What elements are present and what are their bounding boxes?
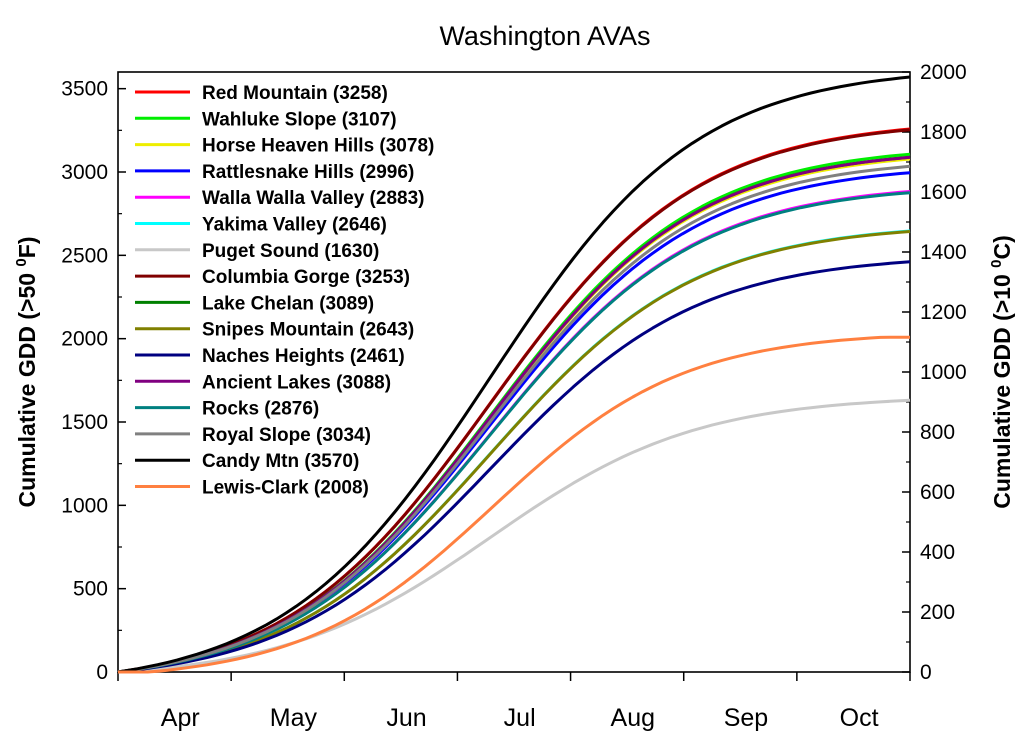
x-month-label: Aug (611, 704, 655, 732)
x-month-label: Oct (840, 704, 879, 732)
right-tick-label: 0 (920, 661, 932, 684)
right-tick-label: 1000 (920, 361, 967, 384)
right-tick-label: 600 (920, 481, 955, 504)
x-axis: Apr May Jun Jul Aug Sep Oct (117, 672, 911, 732)
right-axis-label: Cumulative GDD (>10 0C) (988, 235, 1015, 509)
series-line (118, 335, 910, 674)
legend-entry: Ancient Lakes (3088) (202, 372, 391, 393)
legend-entry: Walla Walla Valley (2883) (202, 188, 424, 209)
legend-entry: Naches Heights (2461) (202, 346, 405, 367)
legend-entry: Puget Sound (1630) (202, 241, 379, 262)
x-month-label: May (270, 704, 318, 732)
right-tick-label: 2000 (920, 61, 967, 84)
right-tick-label: 1200 (920, 301, 967, 324)
right-tick-label: 200 (920, 601, 955, 624)
x-month-label: Apr (161, 704, 200, 732)
series-line (117, 128, 911, 674)
left-tick-label: 3500 (61, 78, 108, 101)
legend-entry: Wahluke Slope (3107) (202, 109, 397, 130)
right-axis-label-sup: 0 (988, 260, 1005, 268)
left-y-axis: 0 500 1000 1500 2000 2500 3000 3500 (61, 78, 126, 684)
legend-entry: Snipes Mountain (2643) (202, 320, 414, 341)
left-axis-label-main: Cumulative GDD (>50 (14, 267, 40, 508)
series-line (117, 230, 911, 674)
left-axis-label: Cumulative GDD (>50 0F) (13, 237, 40, 508)
chart-title: Washington AVAs (439, 21, 650, 51)
legend: Red Mountain (3258) Wahluke Slope (3107) H… (135, 83, 434, 499)
right-axis-label-main: Cumulative GDD (>10 (989, 268, 1015, 509)
legend-entry: Candy Mtn (3570) (202, 451, 359, 472)
left-tick-label: 3000 (61, 161, 108, 184)
legend-entry: Lake Chelan (3089) (202, 293, 374, 314)
x-month-label: Sep (724, 704, 768, 732)
legend-entry: Red Mountain (3258) (202, 83, 388, 104)
legend-entry: Horse Heaven Hills (3078) (202, 136, 434, 157)
right-y-axis: 0 200 400 600 800 1000 1200 1400 1600 1800 2000 (902, 61, 967, 684)
left-tick-label: 2000 (61, 328, 108, 351)
left-axis-label-end: F) (14, 237, 40, 259)
right-tick-label: 800 (920, 421, 955, 444)
right-tick-label: 400 (920, 541, 955, 564)
left-tick-label: 1000 (61, 494, 108, 517)
left-tick-label: 2500 (61, 244, 108, 267)
left-tick-label: 0 (96, 661, 108, 684)
series-lines (117, 75, 911, 674)
right-axis-label-end: C) (989, 235, 1015, 259)
x-month-label: Jul (504, 704, 536, 732)
legend-entry: Yakima Valley (2646) (202, 215, 387, 236)
series-line (117, 164, 911, 674)
series-line (117, 398, 911, 674)
right-tick-label: 1400 (920, 241, 967, 264)
legend-entry: Rocks (2876) (202, 399, 319, 420)
series-line (117, 191, 911, 674)
series-line (117, 75, 911, 674)
left-axis-label-sup: 0 (13, 258, 30, 266)
left-tick-label: 500 (73, 578, 108, 601)
right-tick-label: 1800 (920, 121, 967, 144)
legend-entry: Lewis-Clark (2008) (202, 478, 369, 499)
x-month-label: Jun (386, 704, 426, 732)
left-tick-label: 1500 (61, 411, 108, 434)
legend-entry: Rattlesnake Hills (2996) (202, 162, 414, 183)
legend-entry: Columbia Gorge (3253) (202, 267, 410, 288)
legend-entry: Royal Slope (3034) (202, 425, 371, 446)
series-line (117, 260, 911, 674)
right-tick-label: 1600 (920, 181, 967, 204)
